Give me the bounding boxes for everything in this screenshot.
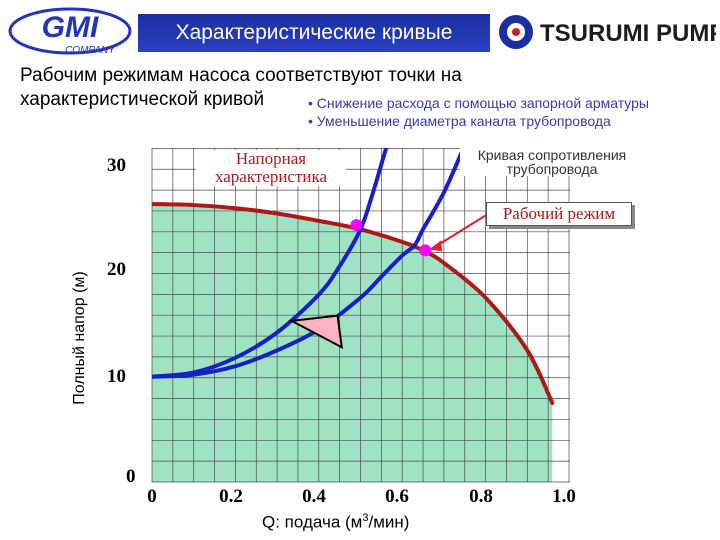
pipe-resistance-curve [152, 148, 466, 379]
operating-point-marker [419, 244, 432, 257]
operating-point-arrow-head [429, 240, 443, 252]
pump-head-curve [152, 202, 555, 406]
page-title: Характеристические кривые [175, 21, 453, 44]
tsurumi-logo-text: TSURUMI PUMP [540, 20, 716, 47]
header: GMI COMPANY Характеристические кривые TS… [0, 0, 720, 62]
y-tick-0: 0 [126, 466, 136, 487]
x-tick-0: 0 [147, 486, 157, 507]
pump-curve-label-line-2: характеристика [214, 167, 328, 186]
pump-curve-label-line-1: Напорная [235, 149, 307, 168]
tsurumi-logo: TSURUMI PUMP [499, 15, 716, 49]
intro-line-2: характеристической кривой [20, 89, 265, 110]
x-axis-label-sup: 3 [362, 512, 369, 524]
x-tick-0-6: 0.6 [385, 486, 409, 507]
title-banner: Характеристические кривые [138, 14, 490, 52]
intro-line-1: Рабочим режимам насоса соответствуют точ… [20, 65, 462, 86]
pump-curve-label: Напорная характеристика [196, 150, 346, 186]
gmi-logo-subtext: COMPANY [65, 45, 116, 56]
x-axis-label-tail: /мин) [368, 512, 410, 532]
x-tick-0-8: 0.8 [469, 486, 493, 507]
x-tick-0-2: 0.2 [219, 486, 243, 507]
gmi-logo: GMI COMPANY [6, 4, 134, 58]
y-tick-20: 20 [107, 259, 126, 280]
y-tick-10: 10 [107, 366, 126, 387]
note-valve: Снижение расхода с помощью запорной арма… [308, 94, 649, 112]
y-tick-30: 30 [107, 155, 126, 176]
x-tick-0-4: 0.4 [302, 486, 326, 507]
resistance-curve-label: Кривая сопротивления трубопровода [460, 148, 644, 176]
notes-list: Снижение расхода с помощью запорной арма… [308, 94, 649, 130]
x-tick-1-0: 1.0 [552, 486, 576, 507]
x-axis-label-text: Q: подача (м [262, 512, 363, 532]
flow-reduction-wedge [288, 314, 343, 350]
y-axis-label: Полный напор (м) [71, 271, 88, 405]
intro-text: Рабочим режимам насоса соответствуют точ… [20, 64, 462, 112]
operating-point-label: Рабочий режим [486, 202, 632, 226]
pipe-resistance-curve-reduced [152, 148, 389, 379]
reduced-flow-point-marker [350, 219, 363, 232]
note-pipe-diameter: Уменьшение диаметра канала трубопровода [308, 112, 649, 130]
operating-point-arrow-line [433, 213, 489, 249]
gmi-logo-text: GMI [42, 11, 99, 44]
resistance-curve-label-line-1: Кривая сопротивления [477, 147, 627, 163]
resistance-curve-label-line-2: трубопровода [506, 161, 598, 177]
x-axis-label: Q: подача (м3/мин) [262, 512, 409, 533]
characteristic-chart [151, 148, 570, 483]
